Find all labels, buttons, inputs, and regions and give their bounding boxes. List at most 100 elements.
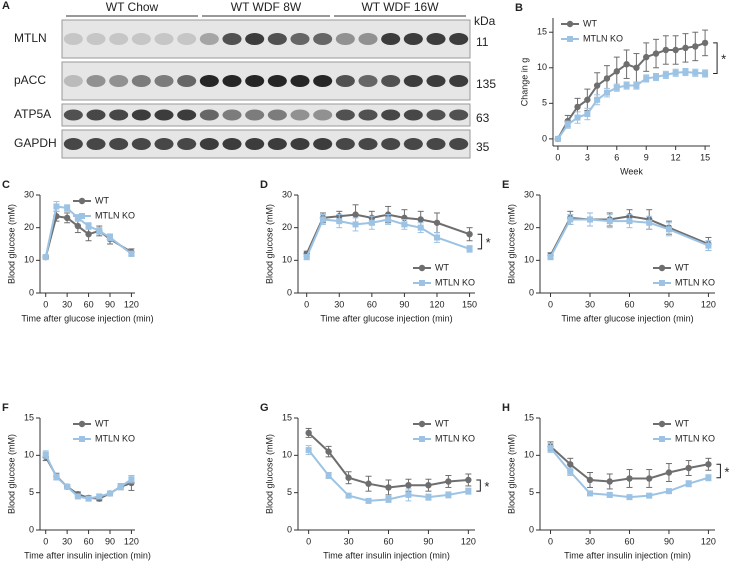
marker bbox=[594, 96, 601, 103]
x-tick-label: 12 bbox=[671, 152, 681, 162]
marker bbox=[626, 475, 633, 482]
x-tick-label: 0 bbox=[548, 536, 553, 546]
band bbox=[449, 138, 469, 150]
marker bbox=[64, 483, 71, 490]
marker bbox=[425, 482, 432, 489]
y-axis-label: Blood glucose (mM) bbox=[264, 204, 274, 284]
marker bbox=[705, 242, 712, 249]
row-label: ATP5A bbox=[14, 107, 51, 121]
x-axis-label: Time after insulin injection (min) bbox=[564, 550, 691, 560]
band bbox=[426, 109, 446, 121]
y-tick-label: 30 bbox=[282, 189, 292, 199]
band bbox=[177, 138, 197, 150]
band bbox=[86, 33, 106, 45]
marker bbox=[547, 254, 554, 261]
band bbox=[381, 138, 401, 150]
marker bbox=[128, 250, 135, 257]
panel-label: H bbox=[502, 402, 510, 414]
legend-label: WT bbox=[95, 418, 109, 428]
x-axis-label: Time after insulin injection (min) bbox=[323, 550, 450, 560]
marker bbox=[702, 70, 709, 77]
marker bbox=[564, 121, 571, 128]
x-tick-label: 90 bbox=[105, 299, 115, 309]
x-tick-label: 120 bbox=[124, 536, 139, 546]
marker bbox=[705, 474, 712, 481]
marker bbox=[417, 216, 424, 223]
band bbox=[335, 33, 355, 45]
band bbox=[131, 138, 151, 150]
marker bbox=[53, 473, 60, 480]
marker bbox=[646, 219, 653, 226]
x-tick-label: 60 bbox=[624, 299, 634, 309]
marker bbox=[365, 480, 372, 487]
band bbox=[109, 138, 129, 150]
band bbox=[449, 109, 469, 121]
x-axis-label: Time after glucose injection (min) bbox=[21, 313, 153, 323]
band bbox=[267, 75, 287, 87]
x-tick-label: 30 bbox=[585, 299, 595, 309]
y-axis-label: Change in g bbox=[519, 58, 529, 107]
unit-label: kDa bbox=[474, 14, 496, 28]
band bbox=[63, 138, 83, 150]
legend-label: MTLN KO bbox=[95, 210, 135, 220]
legend-label: MTLN KO bbox=[583, 33, 623, 43]
y-tick-label: 0 bbox=[29, 524, 34, 534]
x-axis-label: Week bbox=[620, 166, 643, 176]
marker bbox=[662, 46, 670, 54]
band bbox=[177, 33, 197, 45]
marker bbox=[417, 224, 424, 231]
marker bbox=[325, 448, 332, 455]
y-tick-label: 5 bbox=[287, 487, 292, 497]
band bbox=[358, 109, 378, 121]
x-tick-label: 120 bbox=[701, 536, 716, 546]
marker bbox=[653, 74, 660, 81]
y-tick-label: 10 bbox=[524, 450, 534, 460]
band bbox=[199, 75, 219, 87]
blot-strip bbox=[61, 61, 471, 101]
marker bbox=[623, 61, 630, 68]
y-tick-label: 30 bbox=[524, 189, 534, 199]
marker bbox=[128, 476, 135, 483]
band bbox=[222, 33, 242, 45]
y-tick-label: 10 bbox=[537, 62, 547, 72]
x-tick-label: 0 bbox=[306, 536, 311, 546]
x-tick-label: 3 bbox=[585, 152, 590, 162]
band bbox=[109, 33, 129, 45]
legend-label: WT bbox=[435, 418, 449, 428]
marker bbox=[682, 44, 689, 52]
series-line bbox=[305, 218, 470, 258]
y-tick-label: 20 bbox=[24, 222, 34, 232]
series-line bbox=[557, 41, 706, 140]
marker bbox=[613, 84, 620, 91]
marker bbox=[405, 482, 412, 489]
annotation: * bbox=[484, 479, 489, 494]
series-line bbox=[549, 215, 709, 256]
marker bbox=[574, 103, 581, 111]
band bbox=[245, 138, 265, 150]
sig-bracket bbox=[477, 233, 483, 250]
marker bbox=[603, 75, 611, 82]
marker bbox=[593, 82, 601, 89]
x-tick-label: 60 bbox=[383, 536, 393, 546]
legend-marker bbox=[78, 197, 86, 205]
band bbox=[403, 75, 423, 87]
marker bbox=[554, 135, 561, 142]
x-axis-label: Time after glucose injection (min) bbox=[320, 313, 452, 323]
band bbox=[63, 33, 83, 45]
marker bbox=[705, 461, 712, 468]
marker bbox=[85, 231, 92, 238]
band bbox=[63, 75, 83, 87]
y-tick-label: 10 bbox=[24, 450, 34, 460]
panel-label: G bbox=[260, 402, 269, 414]
marker bbox=[586, 476, 594, 484]
band bbox=[267, 109, 287, 121]
marker bbox=[63, 214, 71, 222]
x-tick-label: 60 bbox=[367, 299, 377, 309]
marker bbox=[325, 472, 332, 479]
y-tick-label: 0 bbox=[529, 524, 534, 534]
annotation: * bbox=[724, 464, 729, 479]
panel-label: E bbox=[502, 179, 509, 191]
band bbox=[335, 75, 355, 87]
band bbox=[449, 75, 469, 87]
